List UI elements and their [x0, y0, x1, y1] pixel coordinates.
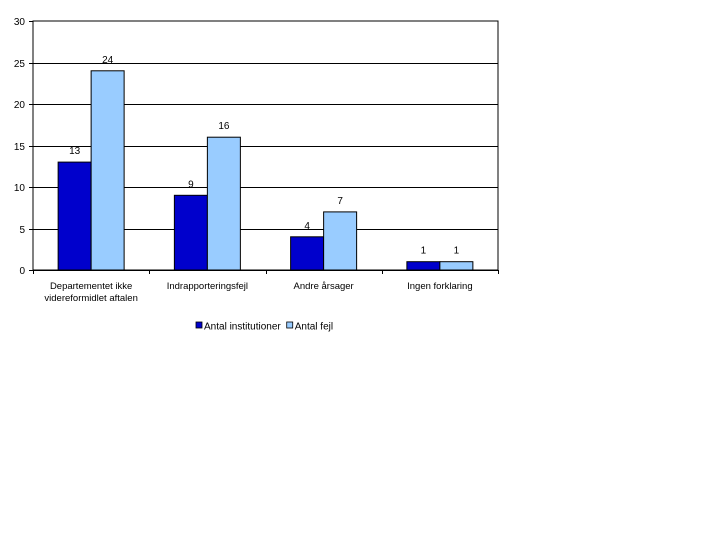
bar [323, 211, 358, 271]
data-labels: 13 24 9 16 4 7 1 1 [69, 55, 460, 257]
y-tick-label: 25 [14, 59, 26, 70]
legend-swatch [195, 321, 203, 329]
x-tick-label: Ingen forklaring [407, 281, 472, 292]
bar [290, 236, 325, 271]
legend-label: Antal institutioner [204, 322, 281, 333]
data-label: 13 [69, 146, 81, 157]
x-tick-label-line: Ingen forklaring [407, 281, 472, 292]
data-label: 24 [102, 55, 114, 66]
x-tick-label-line: Andre årsager [294, 281, 354, 292]
data-label: 4 [304, 221, 310, 232]
data-label: 1 [454, 246, 460, 257]
y-tick-label: 0 [19, 266, 25, 277]
y-tick-label: 15 [14, 142, 26, 153]
axes: 0 5 10 15 20 25 30 Departementet ikke videreform… [14, 17, 499, 304]
y-tick-label: 20 [14, 100, 26, 111]
x-tick-label-line: videreformidlet aftalen [44, 293, 137, 304]
x-tick-label: Indrapporteringsfejl [167, 281, 248, 292]
data-label: 16 [218, 121, 230, 132]
bar [406, 261, 441, 271]
legend-label: Antal fejl [295, 322, 333, 333]
x-tick-label-line: Departementet ikke [50, 281, 132, 292]
y-tick-label: 30 [14, 17, 26, 28]
legend-swatch [286, 321, 294, 329]
bar [57, 161, 92, 271]
bar [90, 70, 125, 271]
x-tick-label-line: Indrapporteringsfejl [167, 281, 248, 292]
data-label: 9 [188, 179, 194, 190]
y-tick-label: 5 [19, 225, 25, 236]
y-tick-label: 10 [14, 183, 26, 194]
bar [206, 136, 241, 271]
data-label: 7 [337, 196, 343, 207]
data-label: 1 [421, 246, 427, 257]
x-tick-label: Andre årsager [294, 281, 354, 292]
x-tick-label: Departementet ikke videreformidlet aftale… [44, 281, 137, 304]
bar [173, 194, 208, 271]
bars [57, 70, 474, 271]
legend: Antal institutioner Antal fejl [195, 321, 333, 333]
bar [439, 261, 474, 271]
